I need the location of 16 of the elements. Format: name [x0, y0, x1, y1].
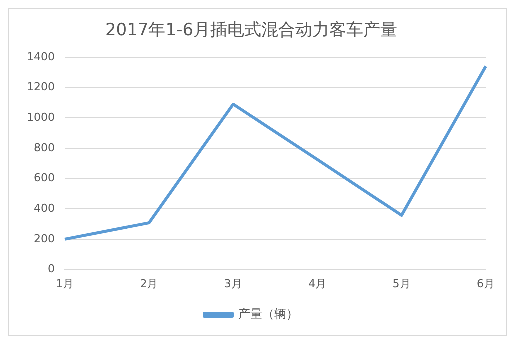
x-tick-label: 4月 [308, 277, 327, 290]
y-tick-label: 600 [34, 172, 55, 185]
y-tick-label: 1400 [26, 50, 55, 64]
x-tick-label: 3月 [224, 277, 242, 290]
y-tick-label: 1200 [26, 80, 55, 94]
x-tick-label: 6月 [477, 277, 495, 290]
chart-title: 2017年1-6月插电式混合动力客车产量 [105, 20, 398, 41]
legend-label: 产量（辆） [238, 307, 298, 322]
x-tick-label: 5月 [392, 277, 411, 290]
y-tick-label: 200 [34, 232, 55, 246]
y-tick-label: 1000 [26, 110, 55, 124]
x-tick-label: 2月 [140, 277, 158, 290]
y-tick-label: 0 [48, 262, 55, 276]
y-tick-label: 800 [34, 141, 55, 154]
x-tick-label: 1月 [56, 277, 74, 290]
y-tick-label: 400 [34, 202, 55, 215]
